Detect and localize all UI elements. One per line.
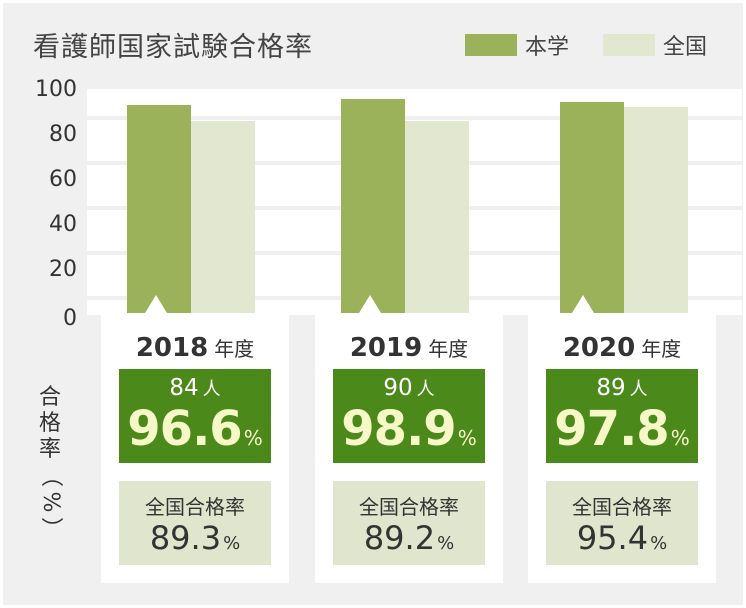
- y-axis-label-char: 率: [38, 437, 61, 462]
- national-rate-label: 全国合格率: [145, 495, 245, 519]
- chart-frame: 看護師国家試験合格率 本学 全国 100 80 60 40 20 0 合 格 率 （ % …: [3, 3, 743, 605]
- y-tick-label: 100: [35, 77, 77, 102]
- y-axis-label-char: ）: [38, 516, 63, 539]
- card-year: 2020 年度: [562, 333, 682, 363]
- our-pass-rate: 96.6%: [127, 401, 263, 457]
- card-year: 2018 年度: [135, 333, 255, 363]
- national-pass-rate: 89.3%: [149, 519, 241, 557]
- y-tick-label: 60: [49, 167, 77, 192]
- our-pass-rate: 97.8%: [554, 401, 690, 457]
- legend-item-national: 全国: [603, 29, 707, 61]
- bar-2020-ours: [560, 101, 624, 322]
- legend-label-ours: 本学: [525, 35, 570, 60]
- national-pass-rate: 95.4%: [576, 519, 668, 557]
- legend-swatch-national: [603, 34, 655, 56]
- bar-2019-ours: [341, 99, 405, 322]
- chart-title: 看護師国家試験合格率: [33, 32, 313, 63]
- card-pointer: [572, 295, 594, 313]
- passer-count: 90 人: [383, 375, 435, 401]
- bar-2020-national: [624, 107, 688, 322]
- y-tick-label: 20: [49, 257, 77, 282]
- year-card-2018: 2018 年度 84 人 96.6% 全国合格率 89.3%: [101, 295, 289, 583]
- year-card-2019: 2019 年度 90 人 98.9% 全国合格率 89.2%: [315, 295, 503, 583]
- bar-2018-national: [191, 121, 255, 322]
- card-pointer: [359, 295, 381, 313]
- legend-swatch-ours: [465, 34, 517, 56]
- our-rate-box: 89 人 97.8%: [546, 369, 698, 463]
- year-card-2020: 2020 年度 89 人 97.8% 全国合格率 95.4%: [528, 295, 716, 583]
- y-tick-label: 80: [49, 122, 77, 147]
- bar-2019-national: [405, 121, 469, 322]
- passer-count: 84 人: [169, 375, 221, 401]
- bar-2018-ours: [127, 104, 191, 322]
- y-tick-label: 0: [63, 306, 77, 331]
- gridline: [87, 116, 742, 120]
- y-axis-label-char: 合: [38, 385, 61, 410]
- national-rate-label: 全国合格率: [572, 495, 672, 519]
- y-tick-label: 40: [49, 212, 77, 237]
- legend-label-national: 全国: [663, 35, 708, 60]
- our-rate-box: 90 人 98.9%: [333, 369, 485, 463]
- national-rate-label: 全国合格率: [359, 495, 459, 519]
- national-rate-box: 全国合格率 89.2%: [333, 481, 485, 565]
- our-pass-rate: 98.9%: [341, 401, 477, 457]
- card-pointer: [145, 295, 167, 313]
- y-axis-label-char: 格: [38, 411, 61, 436]
- our-rate-box: 84 人 96.6%: [119, 369, 271, 463]
- national-pass-rate: 89.2%: [363, 519, 455, 557]
- y-axis-label: 合 格 率 （ % ）: [33, 385, 67, 541]
- legend-item-ours: 本学: [465, 29, 569, 61]
- national-rate-box: 全国合格率 95.4%: [546, 481, 698, 565]
- national-rate-box: 全国合格率 89.3%: [119, 481, 271, 565]
- passer-count: 89 人: [596, 375, 648, 401]
- card-year: 2019 年度: [349, 333, 469, 363]
